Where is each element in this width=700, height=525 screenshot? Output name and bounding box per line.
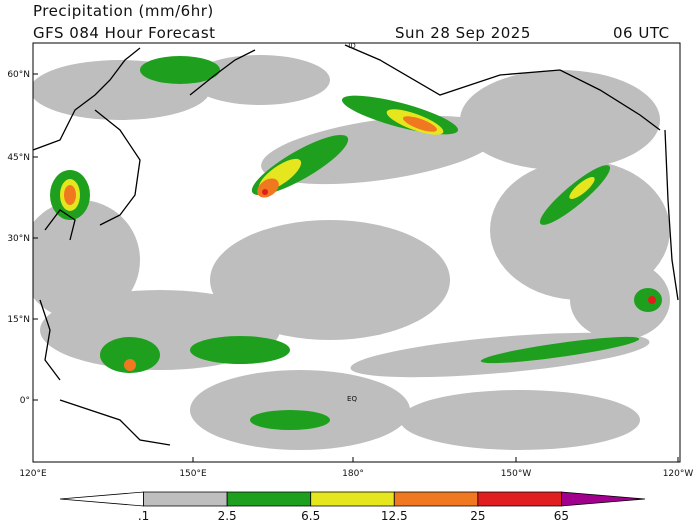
lat-label: 60°N <box>7 70 30 80</box>
map-area: ID EQ <box>32 42 681 463</box>
colorbar-segment <box>561 491 646 507</box>
place-label: ID <box>348 42 355 50</box>
lat-label: 45°N <box>7 153 30 163</box>
colorbar-label: 6.5 <box>301 509 320 523</box>
lon-label: 150°W <box>501 469 532 479</box>
precip-field <box>33 44 679 450</box>
colorbar-segment <box>477 491 562 507</box>
title: Precipitation (mm/6hr) <box>33 2 214 20</box>
lat-label: 15°N <box>7 315 30 325</box>
axes: 60°N 45°N 30°N 15°N 0° 120°E 150°E 180° 150°W 120… <box>7 70 693 479</box>
lon-label: 150°E <box>179 469 207 479</box>
colorbar-segment <box>143 491 228 507</box>
map-frame <box>32 42 681 463</box>
colorbar-segment <box>393 491 479 507</box>
model-label: GFS 084 Hour Forecast <box>33 24 216 42</box>
lon-label: 120°W <box>663 469 694 479</box>
place-label: EQ <box>347 395 357 403</box>
time-label: 06 UTC <box>613 24 670 42</box>
colorbar-label: .1 <box>138 509 149 523</box>
colorbar: .1 2.5 6.5 12.5 25 65 <box>59 491 646 523</box>
colorbar-label: 25 <box>470 509 485 523</box>
colorbar-segment <box>59 491 144 507</box>
colorbar-label: 12.5 <box>381 509 408 523</box>
lat-label: 0° <box>20 396 30 406</box>
lat-label: 30°N <box>7 234 30 244</box>
date-label: Sun 28 Sep 2025 <box>395 24 531 42</box>
lon-label: 120°E <box>19 469 47 479</box>
colorbar-segment <box>226 491 312 507</box>
lon-label: 180° <box>342 469 364 479</box>
colorbar-label: 65 <box>554 509 569 523</box>
colorbar-segment <box>310 491 395 507</box>
colorbar-label: 2.5 <box>218 509 237 523</box>
